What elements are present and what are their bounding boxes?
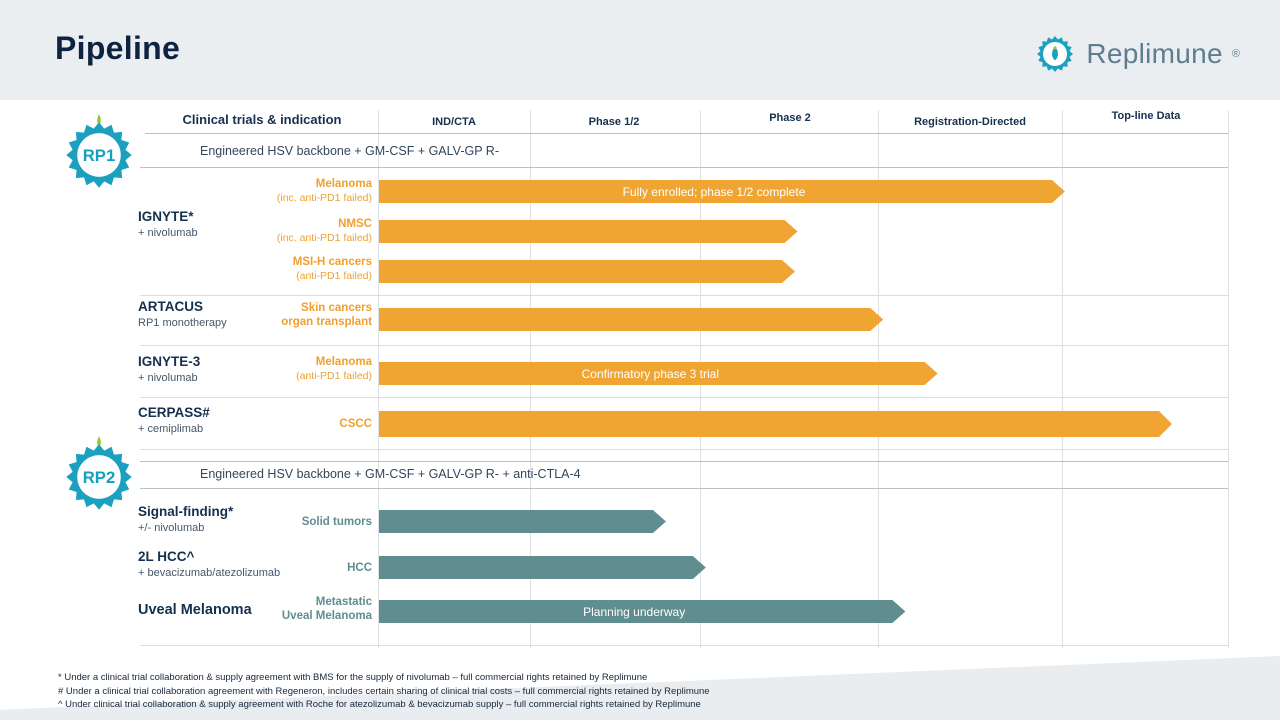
indication-skin-cancers: Skin cancers organ transplant — [281, 302, 372, 328]
indication-solid-tumors: Solid tumors — [301, 516, 372, 528]
rp2-badge: RP2 — [59, 436, 139, 517]
indication-melanoma: Melanoma (inc. anti-PD1 failed) — [276, 178, 372, 204]
footnote-roche: ^ Under clinical trial collaboration & s… — [58, 699, 701, 710]
bar-ignyte-3-melanoma: Confirmatory phase 3 trial — [379, 362, 938, 385]
rp2-backbone-text: Engineered HSV backbone + GM-CSF + GALV-… — [200, 467, 581, 481]
gridline — [378, 110, 379, 648]
rp1-badge: RP1 — [59, 114, 139, 195]
separator — [140, 167, 1228, 168]
program-artacus: ARTACUS RP1 monotherapy — [138, 299, 227, 329]
program-ignyte-3: IGNYTE-3 + nivolumab — [138, 354, 201, 384]
separator — [140, 449, 1228, 450]
program-uveal-melanoma: Uveal Melanoma — [138, 602, 252, 618]
separator — [140, 488, 1228, 489]
bar-signal-finding-solid-tumors — [379, 510, 666, 533]
bar-cerpass-cscc — [379, 411, 1172, 437]
indication-hcc: HCC — [347, 562, 372, 574]
separator — [140, 461, 1228, 462]
indication-melanoma-pd1-failed: Melanoma (anti-PD1 failed) — [296, 356, 372, 382]
droplet-icon — [97, 114, 101, 125]
droplet-icon — [97, 436, 101, 447]
gridline — [1228, 110, 1229, 648]
program-2l-hcc: 2L HCC^ + bevacizumab/atezolizumab — [138, 549, 281, 579]
bar-ignyte-msi-h — [379, 260, 795, 283]
footnote-bms: * Under a clinical trial collaboration &… — [58, 672, 648, 683]
indication-msi-h: MSI-H cancers (anti-PD1 failed) — [292, 256, 372, 282]
bar-2l-hcc — [379, 556, 706, 579]
bar-ignyte-nmsc — [379, 220, 798, 243]
column-header-phase-1-2: Phase 1/2 — [588, 116, 640, 128]
rp1-badge-label: RP1 — [83, 146, 116, 165]
bar-ignyte-melanoma: Fully enrolled; phase 1/2 complete — [379, 180, 1065, 203]
column-header-indication: Clinical trials & indication — [182, 112, 342, 127]
indication-nmsc: NMSC (inc. anti-PD1 failed) — [276, 218, 372, 244]
header-underline — [145, 133, 1228, 134]
column-header-top-line-data: Top-line Data — [1111, 110, 1181, 122]
program-cerpass: CERPASS# + cemiplimab — [138, 405, 210, 435]
replimune-logo-icon — [1037, 36, 1074, 72]
rp2-badge-label: RP2 — [83, 468, 116, 487]
page-title: Pipeline — [55, 30, 181, 66]
timeline-bars: Fully enrolled; phase 1/2 complete Confi… — [379, 0, 1228, 720]
separator — [140, 295, 1228, 296]
registered-mark: ® — [1231, 48, 1240, 60]
separator — [140, 397, 1228, 398]
separator — [140, 345, 1228, 346]
footnotes: * Under a clinical trial collaboration &… — [58, 671, 710, 712]
column-header-phase-2: Phase 2 — [769, 112, 811, 124]
column-header-registration-directed: Registration-Directed — [914, 116, 1026, 128]
replimune-logo: Replimune ® — [1033, 32, 1240, 76]
program-ignyte: IGNYTE* + nivolumab — [138, 209, 198, 239]
footnote-regeneron: # Under a clinical trial collaboration a… — [58, 685, 710, 697]
droplet-icon — [1052, 46, 1059, 61]
bar-artacus-skin-cancers — [379, 308, 883, 331]
bar-uveal-melanoma: Planning underway — [379, 600, 905, 623]
program-signal-finding: Signal-finding* +/- nivolumab — [138, 504, 234, 534]
column-header-ind-cta: IND/CTA — [432, 116, 476, 128]
separator — [140, 645, 1228, 646]
indication-metastatic-uveal-melanoma: Metastatic Uveal Melanoma — [281, 596, 372, 622]
rp1-backbone-text: Engineered HSV backbone + GM-CSF + GALV-… — [200, 144, 499, 158]
indication-cscc: CSCC — [339, 418, 372, 430]
brand-wordmark: Replimune — [1086, 38, 1223, 69]
gridline — [1062, 110, 1063, 648]
